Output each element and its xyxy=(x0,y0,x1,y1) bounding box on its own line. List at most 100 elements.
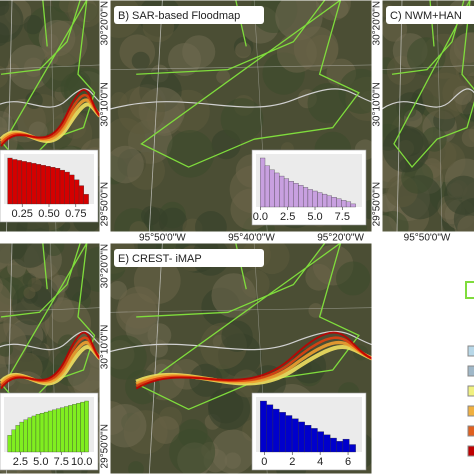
road xyxy=(396,0,403,232)
terrain-patch xyxy=(220,98,264,141)
histogram-bar xyxy=(47,410,53,453)
terrain-patch xyxy=(67,0,100,28)
terrain-patch xyxy=(110,145,144,184)
histogram-bar xyxy=(84,400,89,453)
terrain-patch xyxy=(0,243,13,270)
legend-fragment xyxy=(465,281,474,457)
legend-swatch xyxy=(467,425,474,437)
histogram-bar xyxy=(266,404,274,453)
terrain-patch xyxy=(457,215,474,232)
terrain-patch xyxy=(210,429,256,474)
histogram-bar xyxy=(326,195,332,208)
terrain-patch xyxy=(151,416,180,444)
terrain-patch xyxy=(169,428,216,474)
histogram-bar xyxy=(39,413,45,453)
terrain-patch xyxy=(110,92,128,109)
terrain-patch xyxy=(149,339,168,358)
terrain-patch xyxy=(0,116,8,136)
histogram-tick-label: 2 xyxy=(289,456,295,468)
terrain-patch xyxy=(208,387,251,431)
histogram-bar xyxy=(26,162,32,205)
terrain-patch xyxy=(293,26,339,72)
river xyxy=(110,88,372,110)
histogram-tick-label: 7.5 xyxy=(335,211,350,223)
histogram-bar xyxy=(312,190,318,208)
terrain-patch xyxy=(449,32,474,77)
terrain-patch xyxy=(66,352,100,393)
histogram-bar xyxy=(78,185,84,205)
histogram-bar xyxy=(350,203,356,208)
latitude-label: 30°20'0"N xyxy=(100,1,111,46)
terrain-patch xyxy=(5,63,20,77)
terrain-patch xyxy=(23,286,36,299)
histogram-bar xyxy=(60,407,65,453)
road xyxy=(0,307,100,313)
longitude-label: 95°20'0"W xyxy=(317,233,364,244)
histogram-bar xyxy=(342,438,350,453)
terrain-patch xyxy=(406,37,446,76)
histogram-tick-label: 6 xyxy=(345,456,351,468)
title-box xyxy=(114,6,264,24)
histogram-bar xyxy=(304,425,312,453)
histogram-bar xyxy=(260,400,267,453)
terrain-patch xyxy=(65,276,91,303)
road xyxy=(148,243,163,474)
terrain-patch xyxy=(129,221,148,232)
histogram-bar xyxy=(83,194,89,205)
histogram-bar xyxy=(19,421,24,453)
terrain-patch xyxy=(461,128,474,148)
histogram-bar xyxy=(64,406,69,453)
histogram-bar xyxy=(69,174,75,205)
terrain-patch xyxy=(211,273,257,318)
histogram-tick-label: 0.25 xyxy=(12,208,33,220)
histogram-tick-label: 2.5 xyxy=(280,211,295,223)
terrain-patch xyxy=(10,243,50,268)
terrain-patch xyxy=(224,452,242,469)
latitude-label: 29°50'0"N xyxy=(100,424,111,469)
histogram-bar xyxy=(43,411,49,453)
histogram-tick-label: 7.5 xyxy=(54,456,69,468)
road xyxy=(110,307,372,313)
terrain-patch xyxy=(182,35,216,69)
road xyxy=(0,64,100,70)
terrain-patch xyxy=(128,461,144,474)
latitude-label: 29°50'0"N xyxy=(100,182,111,227)
terrain-patch xyxy=(452,85,473,105)
terrain-patch xyxy=(382,215,398,232)
histogram-bar xyxy=(23,419,28,453)
terrain-patch xyxy=(0,0,10,16)
watershed-boundary xyxy=(0,243,96,411)
road xyxy=(110,64,372,70)
histogram-tick-label: 2.5 xyxy=(13,456,28,468)
terrain-patch xyxy=(221,320,253,352)
histogram-tick-label: 5.0 xyxy=(33,456,48,468)
histogram-bar xyxy=(317,431,324,453)
river xyxy=(110,330,372,353)
histogram-bar xyxy=(291,418,299,453)
histogram-bar xyxy=(288,181,294,208)
terrain-patch xyxy=(216,69,231,84)
legend-swatch xyxy=(467,445,474,457)
river xyxy=(0,88,100,108)
histogram-bar xyxy=(21,161,27,205)
legend-swatch xyxy=(467,345,474,357)
river xyxy=(0,330,100,351)
terrain-patch xyxy=(117,86,165,135)
panel-frame xyxy=(0,0,101,233)
panel-frame xyxy=(381,0,474,233)
legend-swatch xyxy=(467,365,474,377)
latitude-label: 30°20'0"N xyxy=(372,1,383,46)
histogram-bar xyxy=(36,164,42,205)
histogram-bar xyxy=(298,421,305,453)
histogram-bar xyxy=(7,157,13,205)
terrain-patch xyxy=(316,0,351,21)
longitude-label: 95°40'0"W xyxy=(228,233,275,244)
histogram-bar xyxy=(307,189,313,208)
terrain-patch xyxy=(422,72,469,120)
panel-title: C) NWM+HAN xyxy=(390,10,462,22)
histogram-bar xyxy=(285,415,293,453)
histogram-bar xyxy=(260,157,266,208)
histogram-bar xyxy=(50,167,56,205)
histogram-bar xyxy=(72,404,77,453)
